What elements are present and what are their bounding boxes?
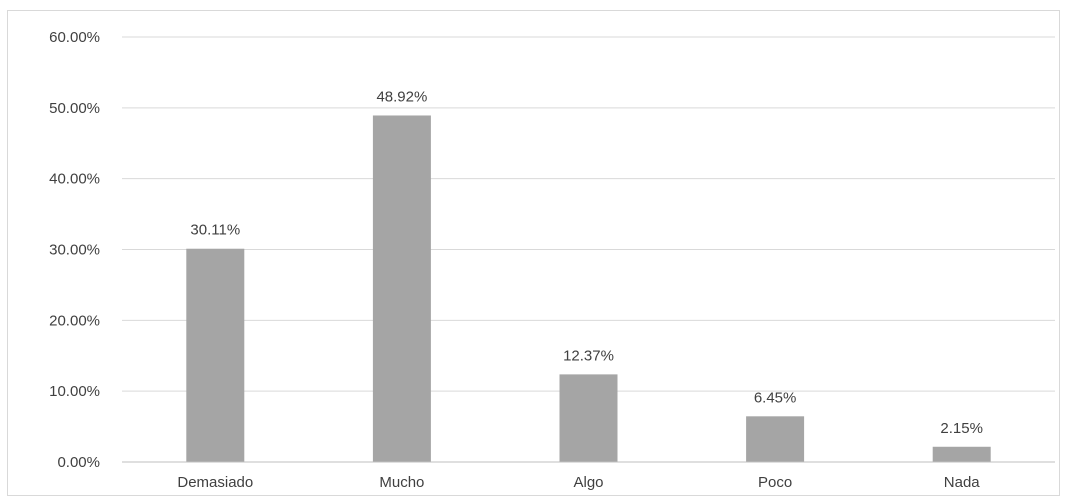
y-tick-label: 10.00% [49, 383, 100, 400]
bar-demasiado [186, 248, 245, 462]
bar-poco [746, 416, 805, 462]
y-tick-label: 60.00% [49, 29, 100, 46]
x-tick-label-demasiado: Demasiado [177, 474, 253, 491]
bar-algo [559, 374, 618, 462]
y-tick-label: 30.00% [49, 242, 100, 259]
bars [186, 115, 991, 462]
y-tick-label: 50.00% [49, 100, 100, 117]
data-label-demasiado: 30.11% [190, 222, 240, 239]
y-tick-label: 40.00% [49, 171, 100, 188]
gridlines [122, 36, 1055, 392]
y-tick-label: 0.00% [57, 454, 100, 471]
data-label-poco: 6.45% [754, 389, 797, 406]
y-tick-label: 20.00% [49, 312, 100, 329]
x-tick-label-poco: Poco [758, 474, 792, 491]
bar-nada [932, 446, 991, 462]
bar-mucho [372, 115, 431, 462]
x-tick-label-nada: Nada [944, 474, 981, 491]
x-axis-category-labels: Demasiado Mucho Algo Poco Nada [177, 474, 980, 491]
x-tick-label-algo: Algo [573, 474, 603, 491]
chart-frame [7, 10, 1060, 496]
data-label-nada: 2.15% [940, 420, 983, 437]
data-label-mucho: 48.92% [376, 88, 427, 105]
x-tick-label-mucho: Mucho [379, 474, 424, 491]
data-labels: 30.11% 48.92% 12.37% 6.45% 2.15% [190, 88, 983, 436]
y-axis-tick-labels: 0.00% 10.00% 20.00% 30.00% 40.00% 50.00% 60.00… [49, 29, 100, 471]
data-label-algo: 12.37% [563, 347, 614, 364]
